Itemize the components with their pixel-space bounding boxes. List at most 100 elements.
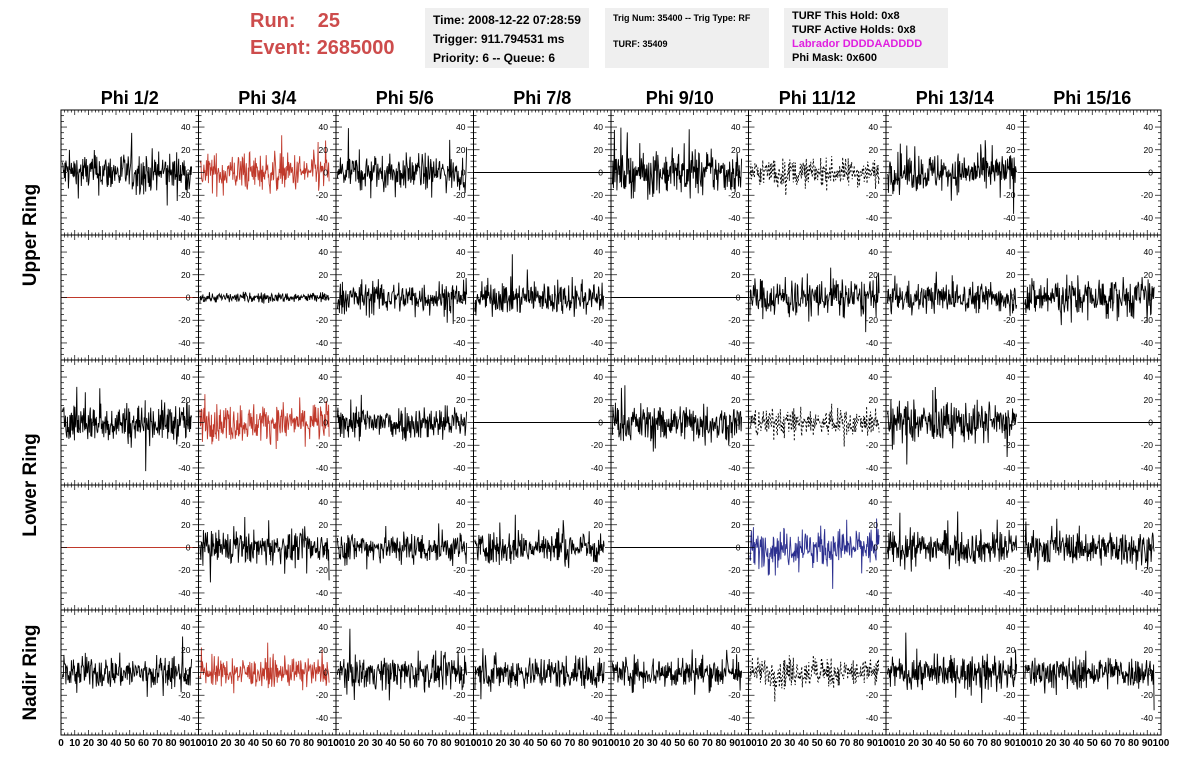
y-tick-label: 20 xyxy=(319,645,329,655)
y-tick-label: 20 xyxy=(594,520,604,530)
waveform-trace xyxy=(199,516,330,583)
waveform-trace xyxy=(611,127,743,200)
y-tick-label: -20 xyxy=(453,690,466,700)
y-tick-label: -20 xyxy=(866,690,879,700)
y-tick-label: 20 xyxy=(1006,145,1016,155)
x-tick-label: 20 xyxy=(220,738,232,749)
y-tick-label: -40 xyxy=(728,463,741,473)
x-tick-label: 80 xyxy=(303,738,315,749)
y-tick-label: 40 xyxy=(731,372,741,382)
y-tick-label: -40 xyxy=(728,588,741,598)
y-tick-label: -20 xyxy=(178,315,191,325)
y-tick-label: 0 xyxy=(598,543,603,553)
column-title: Phi 3/4 xyxy=(238,88,296,108)
x-tick-label: 80 xyxy=(165,738,177,749)
y-tick-label: -20 xyxy=(591,565,604,575)
y-tick-label: -20 xyxy=(866,440,879,450)
y-tick-label: 0 xyxy=(736,543,741,553)
y-tick-label: -20 xyxy=(1003,190,1016,200)
turf-active-text: TURF Active Holds: 0x8 xyxy=(792,24,916,36)
y-tick-label: -40 xyxy=(316,713,329,723)
x-tick-label: 20 xyxy=(358,738,370,749)
waveform-trace xyxy=(749,267,880,333)
y-tick-label: 40 xyxy=(456,497,466,507)
y-tick-label: -20 xyxy=(1003,315,1016,325)
y-tick-label: 0 xyxy=(1011,168,1016,178)
y-tick-label: -40 xyxy=(316,463,329,473)
trigger-text: Trigger: 911.794531 ms xyxy=(433,32,565,46)
y-tick-label: 20 xyxy=(319,520,329,530)
y-tick-label: 20 xyxy=(319,395,329,405)
event-line: Event: 2685000 xyxy=(250,35,420,62)
y-tick-label: -40 xyxy=(1003,588,1016,598)
x-tick-label: 40 xyxy=(660,738,672,749)
waveform-trace xyxy=(199,135,330,197)
y-tick-label: 40 xyxy=(731,497,741,507)
y-tick-label: 0 xyxy=(323,168,328,178)
x-tick-label: 90 xyxy=(179,738,191,749)
x-tick-label: 10 xyxy=(344,738,356,749)
x-tick-label: 50 xyxy=(262,738,274,749)
y-tick-label: 0 xyxy=(598,668,603,678)
x-tick-label: 100 xyxy=(465,738,482,749)
y-tick-label: -40 xyxy=(316,213,329,223)
y-tick-label: 0 xyxy=(186,418,191,428)
trig-num-text: Trig Num: 35400 -- Trig Type: RF xyxy=(613,13,751,23)
waveform-trace xyxy=(474,514,605,569)
x-tick-label: 30 xyxy=(509,738,521,749)
y-tick-label: -40 xyxy=(866,213,879,223)
column-title: Phi 11/12 xyxy=(779,88,856,108)
x-tick-label: 30 xyxy=(647,738,659,749)
x-tick-label: 40 xyxy=(385,738,397,749)
y-tick-label: -20 xyxy=(453,440,466,450)
y-tick-label: 20 xyxy=(869,520,879,530)
waveform-trace xyxy=(474,254,605,317)
y-tick-label: -40 xyxy=(866,588,879,598)
y-tick-label: -20 xyxy=(1141,440,1154,450)
x-tick-label: 80 xyxy=(715,738,727,749)
y-tick-label: -40 xyxy=(453,463,466,473)
x-tick-label: 50 xyxy=(124,738,136,749)
waveform-trace xyxy=(749,403,880,447)
x-tick-label: 20 xyxy=(495,738,507,749)
waveform-trace xyxy=(61,386,193,472)
y-tick-label: 20 xyxy=(1006,270,1016,280)
y-tick-label: 40 xyxy=(319,247,329,257)
y-tick-label: 0 xyxy=(461,418,466,428)
y-tick-label: 0 xyxy=(873,543,878,553)
waveform-trace xyxy=(886,271,1018,317)
y-tick-label: -40 xyxy=(1003,338,1016,348)
y-tick-label: 40 xyxy=(731,622,741,632)
y-tick-label: 40 xyxy=(319,497,329,507)
y-tick-label: 0 xyxy=(186,543,191,553)
y-tick-label: 20 xyxy=(869,395,879,405)
y-tick-label: 40 xyxy=(319,122,329,132)
y-tick-label: -20 xyxy=(316,690,329,700)
y-tick-label: -20 xyxy=(591,690,604,700)
y-tick-label: 40 xyxy=(594,622,604,632)
y-tick-label: 0 xyxy=(461,543,466,553)
y-tick-label: 40 xyxy=(1144,247,1154,257)
y-tick-label: -20 xyxy=(728,690,741,700)
run-line: Run: 25 xyxy=(250,8,420,35)
y-tick-label: -40 xyxy=(1003,213,1016,223)
y-tick-label: -40 xyxy=(453,213,466,223)
y-tick-label: 40 xyxy=(456,622,466,632)
turf-info-box: TURF This Hold: 0x8 TURF Active Holds: 0… xyxy=(784,8,948,68)
waveform-trace xyxy=(336,523,468,570)
y-tick-label: -40 xyxy=(866,713,879,723)
y-tick-label: 40 xyxy=(181,247,191,257)
y-tick-label: -40 xyxy=(316,588,329,598)
column-title: Phi 5/6 xyxy=(376,88,434,108)
y-tick-label: 20 xyxy=(1006,520,1016,530)
y-tick-label: 40 xyxy=(181,622,191,632)
y-tick-label: 0 xyxy=(323,668,328,678)
x-tick-label: 50 xyxy=(399,738,411,749)
y-tick-label: 40 xyxy=(869,372,879,382)
y-tick-label: 20 xyxy=(1006,395,1016,405)
waveform-trace xyxy=(749,518,880,589)
y-tick-label: 20 xyxy=(869,645,879,655)
x-tick-label: 20 xyxy=(633,738,645,749)
x-tick-label: 0 xyxy=(333,738,339,749)
